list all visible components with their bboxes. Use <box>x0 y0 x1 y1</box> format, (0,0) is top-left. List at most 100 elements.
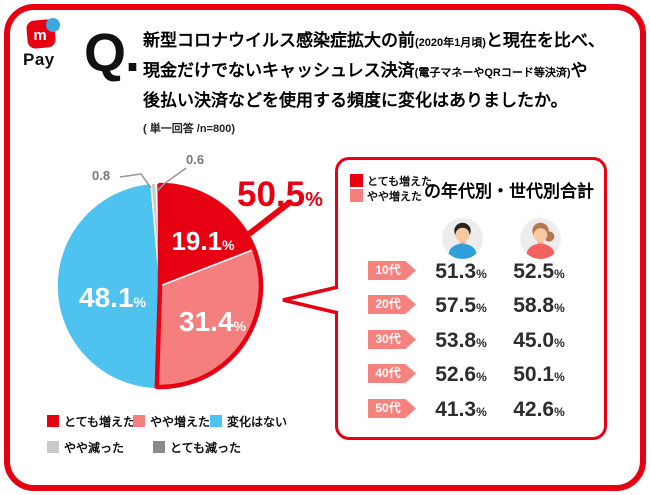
q2-small: (電子マネーやQRコード等決済) <box>414 67 571 79</box>
table-row: 40代 52.6% 50.1% <box>338 363 604 387</box>
female-value: 50.1% <box>502 363 576 387</box>
legend-label: とても増えた <box>64 414 136 429</box>
legend-item-yaya-fueta: やや増えた <box>133 414 211 429</box>
female-value: 52.5% <box>502 260 576 284</box>
panel-title: の年代別・世代別合計 <box>424 182 594 201</box>
table-row: 50代 41.3% 42.6% <box>338 398 604 422</box>
legend-label: やや減った <box>64 440 125 455</box>
percent-sign: % <box>554 301 565 315</box>
male-avatar-icon <box>442 218 483 259</box>
pie-chart <box>56 182 264 390</box>
q1-small: (2020年1月頃) <box>415 37 486 49</box>
panel-mini-legend: とても増えた やや増えた <box>350 174 432 204</box>
value: 51.3 <box>435 260 477 283</box>
percent-sign: % <box>133 294 146 310</box>
table-row: 20代 57.5% 58.8% <box>338 294 604 318</box>
age-badge: 50代 <box>368 399 416 418</box>
value: 57.5 <box>435 294 477 317</box>
q2-tail: や <box>570 61 588 80</box>
mini-swatch-pink <box>350 189 363 202</box>
percent-sign: % <box>554 267 565 281</box>
percent-sign: % <box>233 318 246 334</box>
legend-swatch-gray-light <box>47 441 59 453</box>
legend-swatch-gray-dark <box>153 441 165 453</box>
female-value: 45.0% <box>502 329 576 353</box>
legend-item-henka-nai: 変化はない <box>210 414 288 429</box>
legend-swatch-red <box>47 415 59 427</box>
male-value: 41.3% <box>424 398 498 422</box>
legend-item-yaya-hetta: やや減った <box>47 440 125 455</box>
percent-sign: % <box>476 370 487 384</box>
value: 41.3 <box>435 398 477 421</box>
percent-sign: % <box>554 336 565 350</box>
percent-sign: % <box>305 189 323 211</box>
merpay-logo: m Pay <box>22 14 82 70</box>
table-row: 10代 51.3% 52.5% <box>338 260 604 284</box>
percent-sign: % <box>554 370 565 384</box>
mini-swatch-red <box>350 174 363 187</box>
question-line-3: 後払い決済などを使用する頻度に変化はありましたか。 <box>143 91 568 110</box>
logo-blue-dot <box>46 18 60 32</box>
logo-m-letter: m <box>33 27 46 44</box>
callout-yaya-hetta: 0.8 <box>92 168 111 183</box>
percent-sign: % <box>476 405 487 419</box>
percent-sign: % <box>476 267 487 281</box>
percent-sign: % <box>554 405 565 419</box>
legend-label: やや増えた <box>150 414 211 429</box>
legend-label: 変化はない <box>227 414 288 429</box>
callout-totemo-hetta: 0.6 <box>186 152 205 167</box>
value: 52.5 <box>513 260 555 283</box>
pie-value-henka-nai: 48.1% <box>65 282 160 314</box>
legend-item-totemo-hetta: とても減った <box>153 440 242 455</box>
mini-legend-label: やや増えた <box>367 190 422 203</box>
q1-tail: と現在を比べ、 <box>485 31 605 50</box>
question-mark: Q. <box>84 23 140 83</box>
q1-main: 新型コロナウイルス感染症拡大の前 <box>143 31 415 50</box>
female-value: 42.6% <box>502 398 576 422</box>
percent-sign: % <box>476 301 487 315</box>
legend-item-totemo-fueta: とても増えた <box>47 414 136 429</box>
male-value: 57.5% <box>424 294 498 318</box>
value: 53.8 <box>435 329 477 352</box>
q2-main: 現金だけでないキャッシュレス決済 <box>143 61 415 80</box>
value: 45.0 <box>513 329 555 352</box>
value: 42.6 <box>513 398 555 421</box>
mini-legend-yaya-fueta: やや増えた <box>350 189 432 203</box>
legend-swatch-pink <box>133 415 145 427</box>
highlight-total-value: 50.5 <box>237 175 306 214</box>
age-badge: 40代 <box>368 364 416 383</box>
mini-legend-label: とても増えた <box>367 175 433 188</box>
merpay-logo-mark: m <box>26 18 60 49</box>
value: 52.6 <box>435 363 477 386</box>
pie-value-0: 19.1 <box>171 226 223 256</box>
male-value: 51.3% <box>424 260 498 284</box>
pie-slice-2 <box>56 182 161 390</box>
highlight-outline <box>154 182 264 390</box>
legend-label: とても減った <box>170 440 242 455</box>
percent-sign: % <box>476 336 487 350</box>
mini-legend-totemo-fueta: とても増えた <box>350 174 433 188</box>
logo-product-name: Pay <box>23 50 55 69</box>
male-value: 53.8% <box>424 329 498 353</box>
pie-value-1: 31.4 <box>179 306 234 337</box>
age-badge: 10代 <box>368 261 416 280</box>
female-value: 58.8% <box>502 294 576 318</box>
value: 58.8 <box>513 294 555 317</box>
highlight-total: 50.5% <box>237 175 323 215</box>
question-line-2: 現金だけでないキャッシュレス決済(電子マネーやQRコード等決済)や <box>143 57 638 87</box>
survey-note: ( 単一回答 /n=800) <box>143 123 235 135</box>
percent-sign: % <box>222 237 235 253</box>
age-badge: 30代 <box>368 330 416 349</box>
pie-value-yaya-fueta: 31.4% <box>165 306 260 338</box>
pie-value-2: 48.1 <box>79 282 134 313</box>
male-value: 52.6% <box>424 363 498 387</box>
legend-swatch-blue <box>210 415 222 427</box>
table-row: 30代 53.8% 45.0% <box>338 329 604 353</box>
question-line-1: 新型コロナウイルス感染症拡大の前(2020年1月頃)と現在を比べ、 <box>143 27 638 57</box>
female-avatar-icon <box>520 218 561 259</box>
age-badge: 20代 <box>368 295 416 314</box>
age-breakdown-panel: とても増えた やや増えた の年代別・世代別合計 <box>335 157 607 440</box>
pie-value-totemo-fueta: 19.1% <box>158 226 248 257</box>
value: 50.1 <box>513 363 555 386</box>
